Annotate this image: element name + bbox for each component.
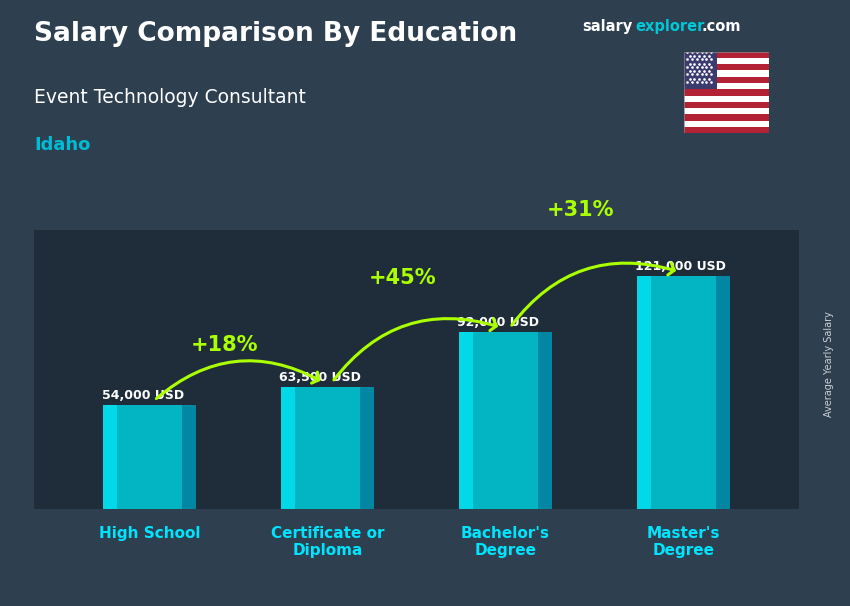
Text: +31%: +31% (547, 200, 614, 220)
Bar (104, 405, 117, 509)
Text: .com: .com (701, 19, 740, 35)
Bar (684, 83, 769, 89)
Text: Idaho: Idaho (34, 136, 90, 155)
Bar (684, 52, 717, 89)
Bar (684, 96, 769, 102)
Bar (684, 89, 769, 96)
Bar (538, 332, 552, 509)
Bar (638, 276, 651, 509)
Bar (684, 115, 769, 121)
Bar (684, 108, 769, 115)
Text: Salary Comparison By Education: Salary Comparison By Education (34, 21, 517, 47)
Bar (684, 70, 769, 77)
Bar (638, 276, 729, 509)
Text: 92,000 USD: 92,000 USD (457, 316, 540, 328)
Bar (182, 405, 196, 509)
Bar (459, 332, 552, 509)
Text: +18%: +18% (190, 335, 258, 355)
Bar (281, 387, 295, 509)
Bar (684, 127, 769, 133)
Bar (684, 77, 769, 83)
Text: +45%: +45% (368, 268, 436, 288)
Bar (684, 102, 769, 108)
Text: Event Technology Consultant: Event Technology Consultant (34, 88, 306, 107)
Text: 63,500 USD: 63,500 USD (280, 370, 361, 384)
Bar (281, 387, 374, 509)
Bar (684, 52, 769, 58)
Text: Average Yearly Salary: Average Yearly Salary (824, 311, 834, 416)
Text: salary: salary (582, 19, 632, 35)
Bar (459, 332, 473, 509)
Text: 121,000 USD: 121,000 USD (635, 260, 726, 273)
Bar (684, 58, 769, 64)
Bar (360, 387, 374, 509)
Text: explorer: explorer (636, 19, 705, 35)
Bar (104, 405, 196, 509)
Text: 54,000 USD: 54,000 USD (101, 389, 184, 402)
Bar (684, 121, 769, 127)
Bar (716, 276, 729, 509)
Bar (684, 64, 769, 70)
